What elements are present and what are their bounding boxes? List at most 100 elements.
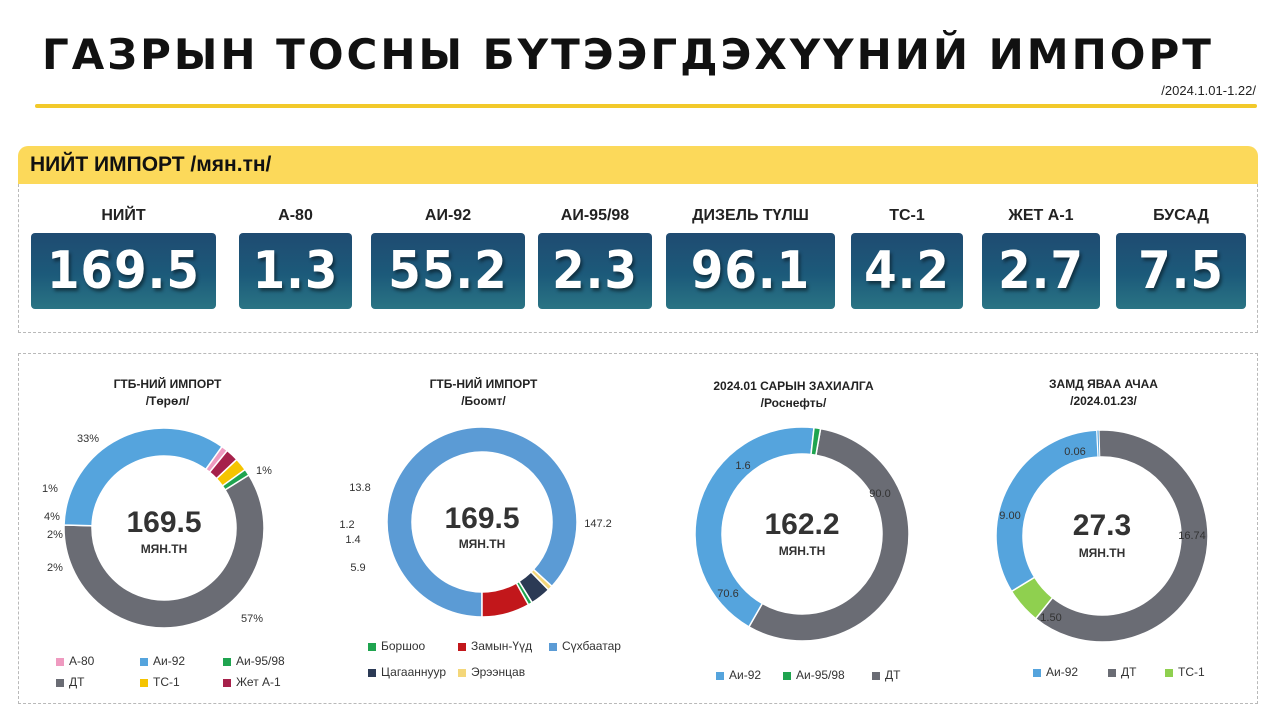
kpi-ts1: ТС-1 4.2 — [851, 207, 963, 311]
kpi-tile: 169.5 — [31, 233, 216, 309]
kpi-total: НИЙТ 169.5 — [31, 207, 216, 311]
legend-label: Аи-95/98 — [236, 654, 285, 668]
data-label: 9.00 — [999, 510, 1020, 522]
chart-title-line2: /Роснефть/ — [760, 396, 827, 410]
chart-title-line2: /Боомт/ — [461, 394, 506, 408]
legend-swatch — [1165, 668, 1173, 677]
data-label: 2% — [47, 562, 63, 574]
legend-label: Цагааннуур — [381, 665, 447, 679]
kpi-tile: 2.3 — [538, 233, 652, 309]
legend-item: Сүхбаатар — [549, 639, 621, 653]
data-label: 90.0 — [869, 488, 890, 500]
data-label: 4% — [44, 511, 60, 523]
date-range: /2024.1.01-1.22/ — [1161, 83, 1256, 98]
center-value: 162.2 — [764, 508, 839, 541]
center-unit: МЯН.ТН — [1079, 546, 1126, 560]
legend-label: Замын-Үүд — [471, 639, 533, 653]
kpi-ai95: АИ-95/98 2.3 — [538, 207, 652, 311]
kpi-value: 169.5 — [47, 241, 200, 301]
center-value: 27.3 — [1073, 509, 1131, 542]
kpi-label: ЖЕТ А-1 — [1008, 207, 1074, 224]
center-value: 169.5 — [444, 502, 519, 535]
chart-title-transit: ЗАМД ЯВАА АЧАА /2024.01.23/ — [996, 376, 1211, 410]
kpi-tile: 4.2 — [851, 233, 963, 309]
legend-item: ДТ — [56, 675, 84, 689]
data-label: 2% — [47, 529, 63, 541]
kpi-label: ТС-1 — [889, 207, 925, 224]
kpi-value: 1.3 — [252, 241, 339, 301]
data-label: 147.2 — [584, 518, 612, 530]
data-label: 70.6 — [717, 588, 738, 600]
legend-label: ДТ — [1121, 665, 1137, 679]
legend-item: Жет А-1 — [223, 675, 281, 689]
data-label: 1% — [42, 483, 58, 495]
center-value: 169.5 — [126, 506, 201, 539]
donut-slice — [747, 427, 910, 642]
legend-item: Аи-92 — [140, 654, 185, 668]
kpi-value: 4.2 — [864, 241, 950, 301]
legend-item: Аи-95/98 — [223, 654, 285, 668]
legend-swatch — [549, 642, 557, 651]
center-unit: МЯН.ТН — [141, 542, 188, 556]
kpi-tile: 7.5 — [1116, 233, 1246, 309]
legend-item: Аи-92 — [716, 668, 761, 682]
legend-swatch — [223, 657, 231, 666]
legend-label: Аи-95/98 — [796, 668, 845, 682]
kpi-tile: 1.3 — [239, 233, 352, 309]
chart-title-type: ГТБ-НИЙ ИМПОРТ /Төрөл/ — [60, 376, 275, 410]
legend-label: Эрээнцав — [471, 665, 526, 679]
legend-swatch — [368, 642, 376, 651]
kpi-label: НИЙТ — [101, 207, 146, 224]
center-unit: МЯН.ТН — [459, 537, 506, 551]
legend-swatch — [458, 668, 466, 677]
legend-item: А-80 — [56, 654, 94, 668]
legend-label: Боршоо — [381, 639, 426, 653]
data-label: 1.4 — [345, 534, 360, 546]
chart-title-order: 2024.01 САРЫН ЗАХИАЛГА /Роснефть/ — [686, 378, 901, 412]
page-title: ГАЗРЫН ТОСНЫ БҮТЭЭГДЭХҮҮНИЙ ИМПОРТ — [42, 30, 1214, 79]
legend-swatch — [458, 642, 466, 651]
legend-label: ТС-1 — [1178, 665, 1205, 679]
kpi-tile: 96.1 — [666, 233, 835, 309]
donut-chart-order: 162.2 МЯН.ТН 90.0 1.6 70.6 — [694, 426, 910, 642]
title-rule — [35, 104, 1257, 108]
legend-swatch — [716, 671, 724, 680]
legend-swatch — [56, 657, 64, 666]
legend-label: ТС-1 — [153, 675, 180, 689]
kpi-value: 96.1 — [690, 241, 811, 301]
legend-item: Замын-Үүд — [458, 639, 532, 653]
legend-swatch — [1108, 668, 1116, 677]
legend-label: Аи-92 — [729, 668, 762, 682]
kpi-other: БУСАД 7.5 — [1116, 207, 1246, 311]
data-label: 33% — [77, 433, 99, 445]
legend-item: Эрээнцав — [458, 665, 525, 679]
legend-item: Аи-92 — [1033, 665, 1078, 679]
kpi-value: 2.3 — [552, 241, 638, 301]
section-band: НИЙТ ИМПОРТ /мян.тн/ — [18, 146, 1258, 184]
kpi-panel — [18, 184, 1258, 333]
legend-label: Жет А-1 — [236, 675, 281, 689]
donut-slice — [63, 473, 265, 629]
legend-label: А-80 — [69, 654, 95, 668]
data-label: 1.6 — [735, 460, 750, 472]
kpi-label: А-80 — [278, 207, 313, 224]
donut-slice — [1034, 429, 1209, 643]
kpi-value: 2.7 — [998, 241, 1084, 301]
donut-slice — [221, 468, 250, 491]
legend-swatch — [140, 657, 148, 666]
data-label: 1.2 — [339, 519, 354, 531]
data-label: 57% — [241, 613, 263, 625]
legend-item: Боршоо — [368, 639, 425, 653]
center-unit: МЯН.ТН — [779, 544, 826, 558]
kpi-diesel: ДИЗЕЛЬ ТҮЛШ 96.1 — [666, 207, 835, 311]
kpi-label: ДИЗЕЛЬ ТҮЛШ — [692, 207, 809, 224]
legend-label: Аи-92 — [1046, 665, 1079, 679]
kpi-ai92: АИ-92 55.2 — [371, 207, 525, 311]
kpi-label: БУСАД — [1153, 207, 1209, 224]
donut-chart-transit: 27.3 МЯН.ТН 16.74 1.50 9.00 0.06 — [995, 429, 1209, 643]
charts-panel — [18, 353, 1258, 704]
legend-label: Аи-92 — [153, 654, 186, 668]
kpi-jet: ЖЕТ А-1 2.7 — [982, 207, 1100, 311]
kpi-tile: 2.7 — [982, 233, 1100, 309]
chart-title-line1: ГТБ-НИЙ ИМПОРТ — [429, 377, 538, 391]
